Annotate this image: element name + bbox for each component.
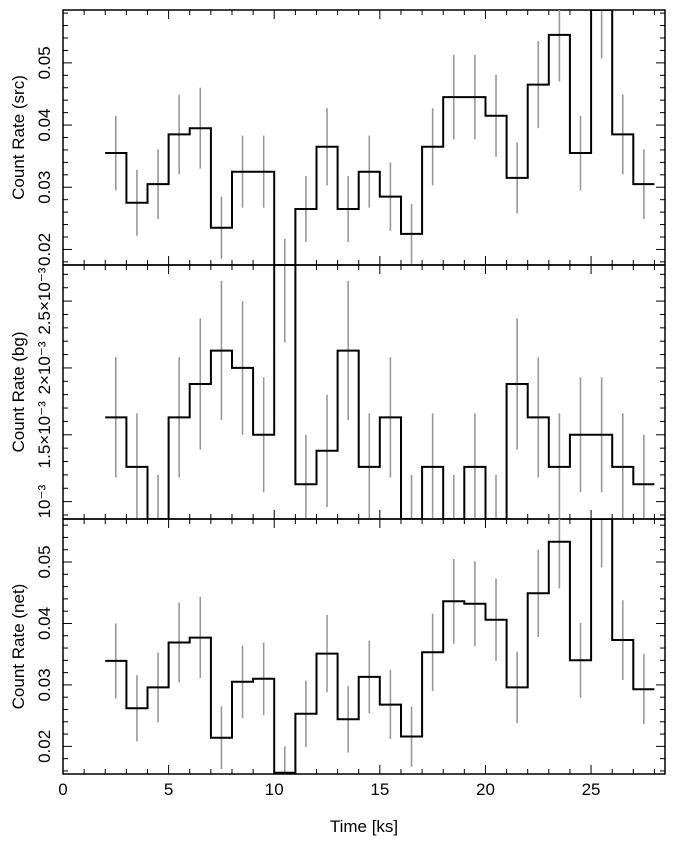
y-tick-label: 10⁻³ (35, 485, 54, 519)
x-tick-label: 0 (58, 780, 67, 799)
y-tick-label: 2.5×10⁻³ (35, 267, 54, 334)
x-axis-label: Time [ks] (330, 817, 398, 836)
y-tick-label: 0.03 (35, 668, 54, 701)
panel-frame (62, 264, 666, 520)
y-tick-label: 0.03 (35, 171, 54, 204)
step-line (105, 519, 655, 774)
panel-1: 0.02 0.03 0.04 0.05 Count Rate (src) (9, 9, 666, 266)
y-tick-label: 0.02 (35, 233, 54, 266)
y-axis-label: Count Rate (bg) (9, 332, 28, 453)
panel-data (105, 519, 655, 774)
y-axis-label: Count Rate (src) (9, 75, 28, 200)
y-axis-label: Count Rate (net) (9, 584, 28, 710)
y-tick-label: 0.04 (35, 109, 54, 142)
panel-data (105, 265, 655, 519)
panel-frame (62, 9, 666, 266)
x-tick-label: 15 (370, 780, 389, 799)
panel-frame (62, 518, 666, 775)
x-tick-label: 25 (582, 780, 601, 799)
panel-data (105, 10, 655, 265)
y-tick-label: 1.5×10⁻³ (35, 401, 54, 468)
panel-2: 10⁻³ 1.5×10⁻³ 2×10⁻³ 2.5×10⁻³ Count Rate (bg… (9, 264, 666, 520)
x-tick-label: 5 (164, 780, 173, 799)
x-tick-label: 10 (265, 780, 284, 799)
y-tick-label: 0.04 (35, 607, 54, 640)
y-tick-label: 2×10⁻³ (35, 341, 54, 394)
panel-3: 0.02 0.03 0.04 0.05 Count Rate (net) (9, 518, 666, 775)
step-line (105, 10, 655, 265)
x-tick-label: 20 (476, 780, 495, 799)
y-tick-label: 0.05 (35, 545, 54, 578)
y-tick-label: 0.05 (35, 46, 54, 79)
y-tick-label: 0.02 (35, 730, 54, 763)
step-line (105, 265, 655, 519)
